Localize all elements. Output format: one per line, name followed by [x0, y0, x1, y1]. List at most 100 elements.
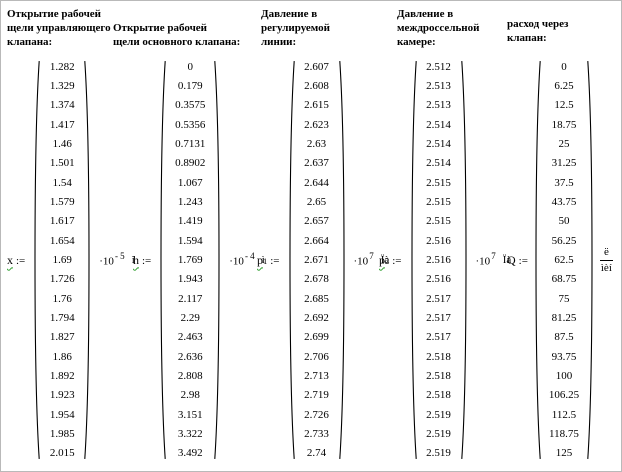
matrix-cell[interactable]: 2.516 [426, 234, 451, 247]
matrix-cell[interactable]: 2.515 [426, 176, 451, 189]
matrix-cell[interactable]: 2.513 [426, 99, 451, 112]
vector-definition-Q[interactable]: Q:= 0 6.25 12.5 18.75 25 31.25 37.5 43.75 50 56.2… [507, 53, 613, 467]
matrix-cell[interactable]: 1.594 [177, 234, 203, 247]
matrix-cell[interactable]: 0.7131 [175, 137, 206, 150]
matrix-cell[interactable]: 2.74 [306, 447, 327, 460]
matrix-cell[interactable]: 106.25 [548, 389, 580, 402]
variable-name-p1[interactable]: p 1:= [257, 253, 280, 268]
header-interthrottle-chamber-pressure[interactable]: Давление в междроссельной камере: [397, 7, 479, 49]
matrix-cell[interactable]: 1.419 [177, 215, 203, 228]
header-regulated-line-pressure[interactable]: Давление в регулируемой линии: [261, 7, 330, 49]
matrix-cell[interactable]: 62.5 [554, 253, 574, 266]
matrix-cell[interactable]: 1.985 [49, 427, 75, 440]
matrix-cell[interactable]: 2.517 [426, 331, 451, 344]
matrix-cell[interactable]: 1.067 [177, 176, 203, 189]
vector-definition-p1[interactable]: p 1:= 2.607 2.608 2.615 2.623 2.63 2.637 2.644 2… [257, 53, 389, 467]
matrix-cell[interactable]: 2.615 [304, 99, 329, 112]
matrix-cell[interactable]: 1.243 [177, 195, 203, 208]
matrix-cell[interactable]: 12.5 [554, 99, 574, 112]
matrix-cell[interactable]: 2.726 [304, 408, 329, 421]
matrix-cell[interactable]: 0 [561, 60, 567, 73]
matrix-cell[interactable]: 6.25 [554, 79, 574, 92]
matrix-cell[interactable]: 2.519 [426, 408, 451, 421]
matrix-cell[interactable]: 0.5356 [175, 118, 206, 131]
matrix-cell[interactable]: 2.637 [304, 157, 329, 170]
matrix-cell[interactable]: 2.515 [426, 195, 451, 208]
variable-name-p2[interactable]: p 2:= [379, 253, 402, 268]
matrix-cell[interactable]: 2.015 [49, 447, 75, 460]
matrix-cell[interactable]: 81.25 [551, 311, 577, 324]
matrix-cell[interactable]: 2.513 [426, 79, 451, 92]
matrix-cell[interactable]: 3.151 [177, 408, 203, 421]
unit-fraction-Q[interactable]: ë ìèí [599, 246, 613, 275]
var-p1[interactable]: p [257, 252, 263, 267]
multiplier-p2[interactable]: ·107 [475, 251, 496, 268]
matrix-cell[interactable]: 31.25 [551, 157, 577, 170]
matrix-cell[interactable]: 2.733 [304, 427, 329, 440]
matrix-cell[interactable]: 18.75 [551, 118, 577, 131]
matrix-cell[interactable]: 2.117 [178, 292, 203, 305]
variable-name-h[interactable]: h:= [133, 253, 151, 268]
matrix-cell[interactable]: 1.76 [52, 292, 72, 305]
matrix-cell[interactable]: 2.713 [304, 369, 329, 382]
header-valve-flow[interactable]: расход через клапан: [507, 17, 568, 45]
matrix-cell[interactable]: 0.8902 [175, 157, 206, 170]
matrix-cell[interactable]: 87.5 [554, 331, 574, 344]
matrix-cell[interactable]: 1.282 [49, 60, 75, 73]
matrix-cell[interactable]: 1.46 [52, 137, 72, 150]
matrix-cell[interactable]: 2.657 [304, 215, 329, 228]
matrix-cell[interactable]: 1.417 [49, 118, 75, 131]
vector-definition-x[interactable]: x:= 1.282 1.329 1.374 1.417 1.46 1.501 1.54 1.5… [7, 53, 135, 467]
matrix-cell[interactable]: 2.517 [426, 311, 451, 324]
matrix-cell[interactable]: 1.654 [49, 234, 75, 247]
matrix-cell[interactable]: 2.636 [177, 350, 203, 363]
matrix-cell[interactable]: 2.808 [177, 369, 203, 382]
variable-name-Q[interactable]: Q:= [507, 253, 528, 268]
multiplier-h[interactable]: ·10- 4 [229, 251, 255, 268]
matrix-cell[interactable]: 1.54 [52, 176, 72, 189]
matrix-cell[interactable]: 1.794 [49, 311, 75, 324]
matrix-cell[interactable]: 1.769 [177, 253, 203, 266]
matrix-cell[interactable]: 43.75 [551, 195, 577, 208]
matrix-cell[interactable]: 2.517 [426, 292, 451, 305]
matrix-cell[interactable]: 2.719 [304, 389, 329, 402]
matrix-cell[interactable]: 112.5 [551, 408, 577, 421]
matrix-cell[interactable]: 25 [558, 137, 570, 150]
matrix-cell[interactable]: 3.492 [177, 447, 203, 460]
matrix-cell[interactable]: 2.644 [304, 176, 329, 189]
matrix-cell[interactable]: 68.75 [551, 273, 577, 286]
matrix-cell[interactable]: 1.374 [49, 99, 75, 112]
var-h[interactable]: h [133, 252, 139, 267]
matrix-cell[interactable]: 2.65 [306, 195, 327, 208]
matrix-cell[interactable]: 2.515 [426, 215, 451, 228]
matrix-cell[interactable]: 56.25 [551, 234, 577, 247]
matrix-cell[interactable]: 2.514 [426, 137, 451, 150]
matrix-cell[interactable]: 1.726 [49, 273, 75, 286]
unit-p1[interactable]: Ïà [380, 254, 390, 266]
matrix-cell[interactable]: 2.608 [304, 79, 329, 92]
matrix-cell[interactable]: 2.98 [180, 389, 200, 402]
matrix-cell[interactable]: 1.827 [49, 331, 75, 344]
vector-definition-p2[interactable]: p 2:= 2.512 2.513 2.513 2.514 2.514 2.514 2.515… [379, 53, 511, 467]
matrix-cell[interactable]: 3.322 [177, 427, 203, 440]
matrix-cell[interactable]: 2.63 [306, 137, 327, 150]
matrix-cell[interactable]: 93.75 [551, 350, 577, 363]
matrix-cell[interactable]: 2.671 [304, 253, 329, 266]
matrix-cell[interactable]: 1.86 [52, 350, 72, 363]
var-p2[interactable]: p [379, 252, 385, 267]
matrix-cell[interactable]: 2.518 [426, 389, 451, 402]
matrix-cell[interactable]: 2.678 [304, 273, 329, 286]
matrix-cell[interactable]: 2.699 [304, 331, 329, 344]
matrix-cell[interactable]: 2.514 [426, 118, 451, 131]
matrix-cell[interactable]: 50 [558, 215, 570, 228]
matrix-cell[interactable]: 1.954 [49, 408, 75, 421]
multiplier-x[interactable]: ·10- 5 [99, 251, 125, 268]
matrix-cell[interactable]: 2.514 [426, 157, 451, 170]
matrix-cell[interactable]: 125 [555, 447, 573, 460]
matrix-cell[interactable]: 2.607 [304, 60, 329, 73]
variable-name-x[interactable]: x:= [7, 253, 25, 268]
matrix-cell[interactable]: 1.69 [52, 253, 72, 266]
matrix-cell[interactable]: 0 [187, 60, 194, 73]
matrix-cell[interactable]: 1.892 [49, 369, 75, 382]
matrix-cell[interactable]: 2.512 [426, 60, 451, 73]
